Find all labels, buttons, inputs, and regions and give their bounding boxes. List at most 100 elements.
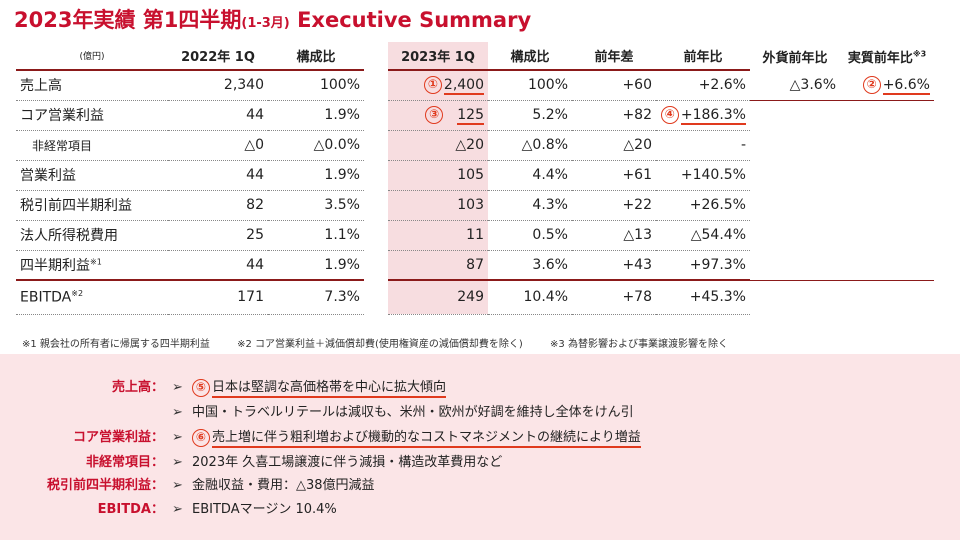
ratio-2022: 100% (268, 70, 364, 101)
table-row: 11 0.5% △13 △54.4% (388, 220, 934, 251)
ratio-2023: 10.4% (488, 279, 572, 315)
header-real-yoy: 実質前年比※3 (847, 49, 927, 66)
yoy-pct: +45.3% (656, 279, 750, 315)
ratio-2023: 5.2% (488, 100, 572, 131)
title-sub: (1-3月) (241, 16, 290, 31)
arrow-icon: ➢ (172, 405, 183, 420)
header-diff: 前年差 (572, 42, 656, 71)
header-2022-1q: 2022年 1Q (168, 42, 268, 71)
table-row: ① 2,400 100% +60 +2.6% △3.6% ② +6.6% (388, 70, 934, 101)
header-ratio-2022: 構成比 (268, 42, 364, 71)
summary-text-pretax: ➢ 金融収益・費用：△38億円減益 (172, 478, 375, 493)
table-row: △20 △0.8% △20- (388, 130, 934, 161)
title-main: 2023年実績 第1四半期 (14, 8, 242, 32)
fx-yoy (750, 100, 840, 130)
value-2023: ③ 125 (388, 100, 488, 131)
value-2022: △0 (168, 130, 268, 161)
ratio-2023: 4.3% (488, 190, 572, 221)
ratio-2022: △0.0% (268, 130, 364, 161)
summary-text-core-op: ➢ ⑥ 売上増に伴う粗利増および機動的なコストマネジメントの継続により増益 (172, 426, 641, 448)
row-label: 非経常項目 (16, 130, 168, 161)
yoy-diff: △20 (572, 130, 656, 161)
value-2023: 249 (388, 279, 488, 315)
summary-label-pretax: 税引前四半期利益： (46, 478, 164, 493)
value-2022: 25 (168, 220, 268, 251)
marker-3: ③ (425, 106, 444, 124)
fx-yoy (750, 190, 840, 220)
summary-text-nonrecurring: ➢ 2023年 久喜工場譲渡に伴う減損・構造改革費用など (172, 455, 503, 470)
real-yoy (840, 190, 934, 220)
fx-yoy: △3.6% (750, 70, 840, 101)
value-2022: 44 (168, 250, 268, 281)
ratio-2023: 100% (488, 70, 572, 101)
value-2022: 171 (168, 279, 268, 315)
ratio-2023: 3.6% (488, 250, 572, 281)
value-2022: 2,340 (168, 70, 268, 101)
ratio-2023: 0.5% (488, 220, 572, 251)
real-yoy (840, 250, 934, 280)
marker-2: ② (862, 75, 881, 94)
marker-1: ① (423, 76, 442, 95)
ratio-2022: 1.1% (268, 220, 364, 251)
table-row: EBITDA※2 171 7.3% (16, 279, 364, 315)
table-row: ③ 125 5.2% +82 ④ +186.3% (388, 100, 934, 131)
yoy-pct: +26.5% (656, 190, 750, 221)
header-fx-yoy: 外貨前年比 (762, 50, 828, 66)
value-2023: △20 (388, 130, 488, 161)
ratio-2022: 3.5% (268, 190, 364, 221)
ratio-2022: 1.9% (268, 250, 364, 281)
value-2022: 44 (168, 160, 268, 191)
summary-text-ebitda: ➢ EBITDAマージン 10.4% (172, 502, 337, 517)
yoy-pct: +97.3% (656, 250, 750, 281)
fx-yoy (750, 220, 840, 250)
arrow-icon: ➢ (172, 502, 183, 517)
ratio-2022: 7.3% (268, 279, 364, 315)
yoy-diff: +82 (572, 100, 656, 131)
row-label: 四半期利益※1 (16, 250, 168, 281)
footnotes: ※1 親会社の所有者に帰属する四半期利益 ※2 コア営業利益＋減価償却費(使用権… (22, 335, 752, 350)
fx-yoy (750, 250, 840, 280)
yoy-diff: △13 (572, 220, 656, 251)
arrow-icon: ➢ (172, 478, 183, 493)
table-row: コア営業利益 44 1.9% (16, 100, 364, 131)
fx-yoy (750, 160, 840, 190)
footnote-2: ※2 コア営業利益＋減価償却費(使用権資産の減価償却費を除く) (237, 339, 523, 350)
fx-yoy (750, 130, 840, 160)
arrow-icon: ➢ (172, 430, 183, 445)
results-table-2023: 2023年 1Q 構成比 前年差 前年比 外貨前年比 実質前年比※3 ① 2,40… (388, 42, 934, 315)
table-row: 105 4.4% +61 +140.5% (388, 160, 934, 191)
fx-yoy (750, 279, 840, 314)
yoy-pct: - (656, 130, 750, 161)
table-row: 四半期利益※1 44 1.9% (16, 250, 364, 281)
real-yoy (840, 160, 934, 190)
results-table-2022: (億円) 2022年 1Q 構成比 売上高 2,340 100% コア営業利益 44 1.… (16, 42, 364, 315)
footnote-3: ※3 為替影響および事業譲渡影響を除く (550, 339, 728, 350)
summary-label-nonrecurring: 非経常項目： (85, 455, 164, 470)
value-2023: 87 (388, 250, 488, 281)
ratio-2023: 4.4% (488, 160, 572, 191)
yoy-diff: +22 (572, 190, 656, 221)
title-en: Executive Summary (297, 8, 532, 32)
table-row: 売上高 2,340 100% (16, 70, 364, 101)
summary-label-sales: 売上高： (111, 380, 164, 395)
value-2022: 44 (168, 100, 268, 131)
marker-5: ⑤ (192, 378, 210, 397)
table-row: 営業利益 44 1.9% (16, 160, 364, 191)
page-title: 2023年実績 第1四半期(1-3月) Executive Summary (14, 4, 531, 34)
yoy-diff: +60 (572, 70, 656, 101)
table-row: 103 4.3% +22 +26.5% (388, 190, 934, 221)
header-ratio-2023: 構成比 (488, 42, 572, 71)
real-yoy (840, 100, 934, 130)
yoy-diff: +78 (572, 279, 656, 315)
row-label: 法人所得税費用 (16, 220, 168, 251)
summary-label-core-op: コア営業利益： (72, 430, 164, 445)
table-row: 法人所得税費用 25 1.1% (16, 220, 364, 251)
arrow-icon: ➢ (172, 380, 183, 395)
summary-text-sales: ➢ ⑤ 日本は堅調な高価格帯を中心に拡大傾向 (172, 376, 447, 398)
header-yoy: 前年比 (656, 42, 750, 71)
unit-label: (億円) (16, 42, 168, 71)
row-label: EBITDA※2 (16, 279, 168, 315)
yoy-pct: ④ +186.3% (656, 100, 750, 131)
row-label: 売上高 (16, 70, 168, 101)
table-row: 249 10.4% +78 +45.3% (388, 279, 934, 315)
